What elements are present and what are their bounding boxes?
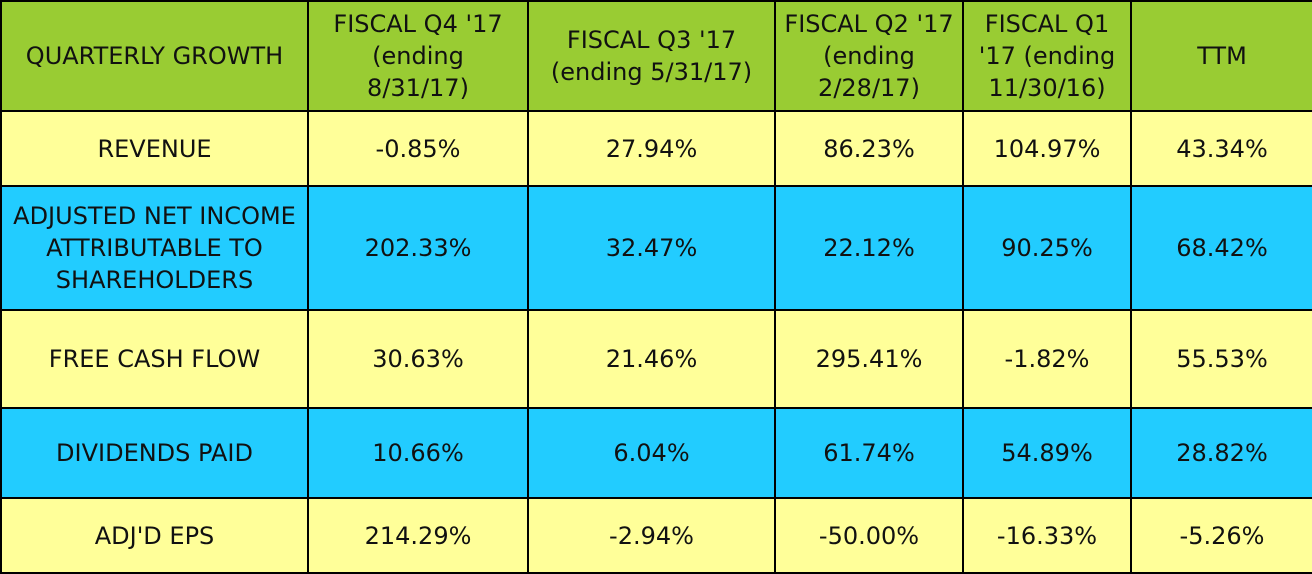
cell-fiscal-q4: -0.85%: [307, 110, 529, 187]
row-label: REVENUE: [0, 110, 309, 187]
header-cell-ttm: TTM: [1130, 0, 1312, 112]
table-row-revenue: REVENUE -0.85% 27.94% 86.23% 104.97% 43.…: [0, 110, 1312, 187]
cell-fiscal-q2: 22.12%: [774, 185, 964, 311]
cell-fiscal-q1: -16.33%: [962, 497, 1132, 574]
table-row-free-cash-flow: FREE CASH FLOW 30.63% 21.46% 295.41% -1.…: [0, 309, 1312, 409]
cell-fiscal-q4: 202.33%: [307, 185, 529, 311]
cell-fiscal-q4: 214.29%: [307, 497, 529, 574]
cell-fiscal-q3: 27.94%: [527, 110, 776, 187]
cell-fiscal-q2: 61.74%: [774, 407, 964, 499]
cell-fiscal-q4: 30.63%: [307, 309, 529, 409]
cell-fiscal-q3: 6.04%: [527, 407, 776, 499]
row-label: DIVIDENDS PAID: [0, 407, 309, 499]
table-row-adjusted-net-income: ADJUSTED NET INCOME ATTRIBUTABLE TO SHAR…: [0, 185, 1312, 311]
header-cell-fiscal-q4: FISCAL Q4 '17 (ending 8/31/17): [307, 0, 529, 112]
cell-fiscal-q3: -2.94%: [527, 497, 776, 574]
cell-fiscal-q1: 104.97%: [962, 110, 1132, 187]
cell-fiscal-q3: 32.47%: [527, 185, 776, 311]
header-cell-fiscal-q2: FISCAL Q2 '17 (ending 2/28/17): [774, 0, 964, 112]
cell-fiscal-q2: -50.00%: [774, 497, 964, 574]
cell-fiscal-q2: 295.41%: [774, 309, 964, 409]
cell-fiscal-q3: 21.46%: [527, 309, 776, 409]
row-label: FREE CASH FLOW: [0, 309, 309, 409]
cell-fiscal-q4: 10.66%: [307, 407, 529, 499]
header-cell-fiscal-q1: FISCAL Q1 '17 (ending 11/30/16): [962, 0, 1132, 112]
cell-ttm: 55.53%: [1130, 309, 1312, 409]
cell-fiscal-q1: -1.82%: [962, 309, 1132, 409]
header-cell-quarterly-growth: QUARTERLY GROWTH: [0, 0, 309, 112]
cell-fiscal-q1: 54.89%: [962, 407, 1132, 499]
cell-fiscal-q2: 86.23%: [774, 110, 964, 187]
cell-fiscal-q1: 90.25%: [962, 185, 1132, 311]
row-label: ADJUSTED NET INCOME ATTRIBUTABLE TO SHAR…: [0, 185, 309, 311]
table-row-adjd-eps: ADJ'D EPS 214.29% -2.94% -50.00% -16.33%…: [0, 497, 1312, 574]
header-cell-fiscal-q3: FISCAL Q3 '17 (ending 5/31/17): [527, 0, 776, 112]
cell-ttm: 28.82%: [1130, 407, 1312, 499]
table-row-dividends-paid: DIVIDENDS PAID 10.66% 6.04% 61.74% 54.89…: [0, 407, 1312, 499]
cell-ttm: 43.34%: [1130, 110, 1312, 187]
row-label: ADJ'D EPS: [0, 497, 309, 574]
header-row: QUARTERLY GROWTH FISCAL Q4 '17 (ending 8…: [0, 0, 1312, 112]
cell-ttm: 68.42%: [1130, 185, 1312, 311]
cell-ttm: -5.26%: [1130, 497, 1312, 574]
